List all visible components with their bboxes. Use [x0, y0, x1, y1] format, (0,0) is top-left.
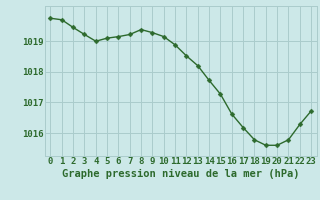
X-axis label: Graphe pression niveau de la mer (hPa): Graphe pression niveau de la mer (hPa) — [62, 169, 300, 179]
